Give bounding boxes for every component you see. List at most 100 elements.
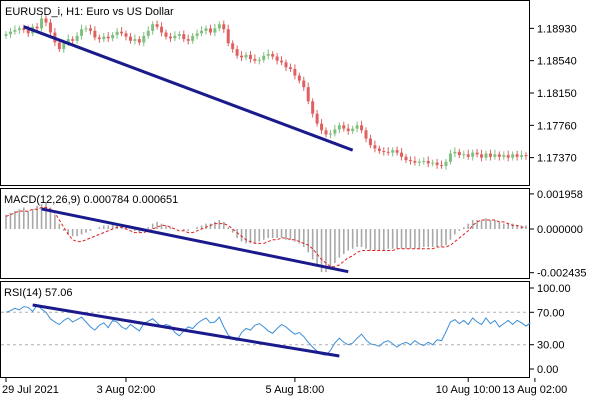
candle-body bbox=[8, 31, 12, 35]
candle-body bbox=[422, 160, 426, 162]
candle-body bbox=[248, 54, 252, 60]
candle-body bbox=[346, 128, 350, 132]
candle-body bbox=[404, 156, 408, 161]
candle-body bbox=[40, 18, 44, 29]
candle-body bbox=[106, 36, 110, 39]
candle-body bbox=[288, 67, 292, 69]
candle-body bbox=[511, 154, 515, 158]
candle-body bbox=[453, 151, 457, 154]
candle-body bbox=[431, 162, 435, 164]
time-tick-label: 13 Aug 02:00 bbox=[502, 384, 567, 396]
candle-body bbox=[142, 35, 146, 43]
price-tick-label: 1.18540 bbox=[537, 56, 577, 68]
axis-labels-layer: 1.189301.185401.181501.177601.173700.001… bbox=[2, 23, 587, 396]
candle-body bbox=[111, 35, 115, 39]
candle-body bbox=[240, 55, 244, 58]
candle-body bbox=[408, 160, 412, 162]
candle-body bbox=[462, 154, 466, 156]
time-tick-label: 29 Jul 2021 bbox=[2, 384, 59, 396]
candle-body bbox=[297, 75, 301, 81]
candle-body bbox=[71, 39, 75, 41]
candle-body bbox=[324, 130, 328, 135]
candle-body bbox=[213, 28, 217, 33]
candle-body bbox=[506, 155, 510, 158]
candle-body bbox=[488, 153, 492, 157]
candle-body bbox=[186, 39, 190, 41]
candle-body bbox=[271, 54, 275, 57]
candle-body bbox=[124, 33, 128, 37]
candle-body bbox=[493, 154, 497, 157]
candle-body bbox=[173, 35, 177, 39]
candle-body bbox=[266, 54, 270, 56]
candle-body bbox=[280, 60, 284, 63]
candle-body bbox=[231, 43, 235, 50]
candle-body bbox=[66, 39, 70, 44]
candle-body bbox=[93, 30, 97, 38]
time-tick-label: 3 Aug 02:00 bbox=[97, 384, 156, 396]
candle-body bbox=[168, 36, 172, 39]
candle-body bbox=[413, 160, 417, 163]
candle-body bbox=[360, 125, 364, 131]
candle-body bbox=[364, 130, 368, 139]
candle-body bbox=[235, 49, 239, 56]
candle-body bbox=[177, 34, 181, 36]
candle-body bbox=[444, 161, 448, 166]
candle-body bbox=[195, 33, 199, 36]
rsi-panel[interactable] bbox=[0, 281, 530, 378]
price-tick-label: 1.17370 bbox=[537, 153, 577, 165]
candle-body bbox=[466, 154, 470, 157]
macd-signal-line bbox=[5, 206, 526, 268]
candle-body bbox=[146, 30, 150, 36]
rsi-line bbox=[5, 304, 531, 356]
candle-body bbox=[484, 153, 488, 158]
candle-body bbox=[35, 26, 39, 29]
candle-body bbox=[417, 161, 421, 163]
price-trendline bbox=[23, 25, 354, 152]
candle-body bbox=[395, 150, 399, 153]
price-tick-label: 1.17760 bbox=[537, 120, 577, 132]
rsi-trendline bbox=[32, 303, 340, 358]
price-panel[interactable] bbox=[0, 0, 530, 186]
macd-layer bbox=[5, 202, 527, 274]
price-candles-layer bbox=[4, 13, 528, 170]
candle-body bbox=[328, 133, 332, 135]
candle-body bbox=[80, 29, 84, 36]
candle-body bbox=[44, 18, 48, 23]
candle-body bbox=[88, 28, 92, 31]
candle-body bbox=[226, 29, 230, 44]
time-tick-label: 5 Aug 18:00 bbox=[266, 384, 325, 396]
candle-body bbox=[400, 152, 404, 157]
candle-body bbox=[97, 37, 101, 40]
candle-body bbox=[217, 24, 221, 29]
candle-body bbox=[253, 59, 257, 61]
candle-body bbox=[373, 145, 377, 149]
macd-tick-label: 0.001958 bbox=[537, 189, 583, 201]
candle-body bbox=[182, 34, 186, 40]
candle-body bbox=[48, 22, 52, 33]
candle-body bbox=[377, 148, 381, 151]
candle-body bbox=[426, 160, 430, 164]
candle-body bbox=[386, 151, 390, 153]
candle-body bbox=[133, 39, 137, 41]
candle-body bbox=[337, 125, 341, 130]
candle-body bbox=[22, 28, 26, 31]
candle-body bbox=[151, 24, 155, 31]
candle-body bbox=[262, 55, 266, 60]
candle-body bbox=[155, 24, 159, 27]
candle-body bbox=[204, 28, 208, 31]
candle-body bbox=[137, 39, 141, 43]
candle-body bbox=[75, 35, 79, 41]
candle-body bbox=[302, 80, 306, 88]
candle-body bbox=[306, 87, 310, 102]
rsi-layer bbox=[1, 303, 531, 358]
candle-body bbox=[208, 28, 212, 33]
price-panel-title: EURUSD_i, H1: Euro vs US Dollar bbox=[5, 6, 174, 18]
candle-body bbox=[520, 155, 524, 157]
candle-body bbox=[368, 138, 372, 146]
time-tick-label: 10 Aug 10:00 bbox=[436, 384, 501, 396]
candle-body bbox=[342, 125, 346, 129]
candle-body bbox=[440, 165, 444, 167]
candle-body bbox=[275, 56, 279, 61]
candle-body bbox=[222, 24, 226, 30]
